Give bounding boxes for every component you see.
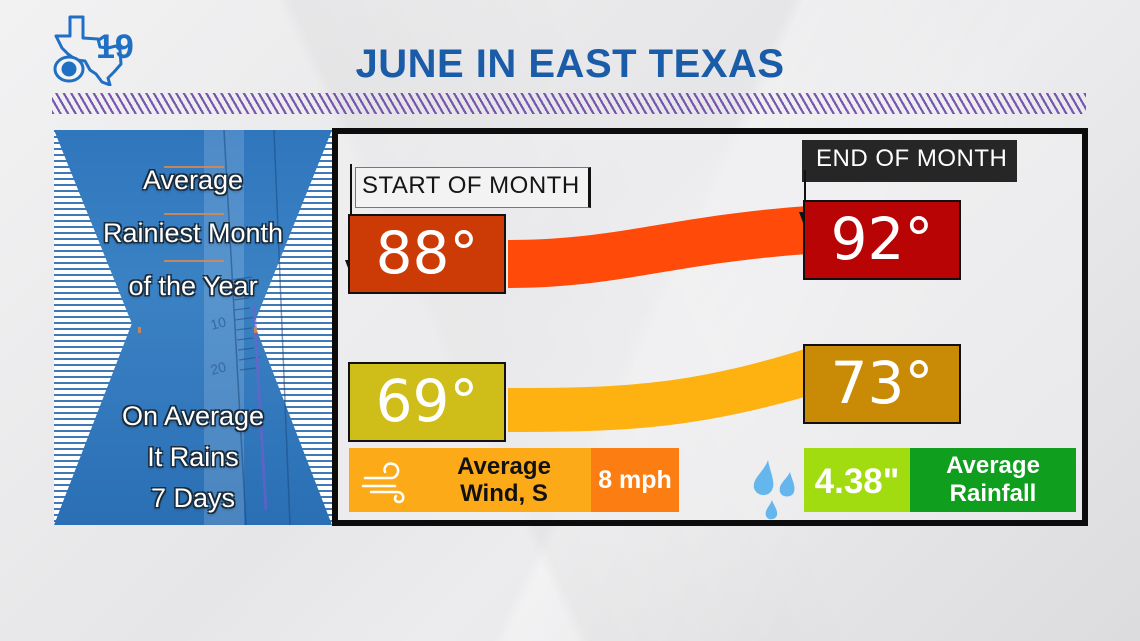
title-stripe-divider — [52, 93, 1086, 114]
raindrops-icon — [753, 460, 795, 520]
decor-tick — [254, 327, 257, 333]
rainiest-month-text: Average Rainiest Month of the Year — [102, 165, 284, 301]
end-of-month-label: END OF MONTH — [802, 140, 1018, 182]
decor-tick — [164, 166, 224, 168]
low-temp-ribbon — [508, 348, 808, 432]
end-low-temp: 73° — [803, 344, 961, 424]
wind-speed-value: 8 mph — [591, 448, 679, 512]
start-low-temp: 69° — [348, 362, 506, 442]
wind-label: Average Wind, S — [457, 453, 551, 507]
end-high-temp: 92° — [803, 200, 961, 280]
high-temp-ribbon — [508, 206, 808, 288]
thermometer-icon: 10 20 — [209, 130, 291, 525]
channel-number: 19 — [96, 28, 134, 66]
decor-tick — [164, 260, 224, 262]
svg-text:20: 20 — [209, 358, 228, 378]
rainfall-value: 4.38" — [804, 448, 910, 512]
temperature-panel: START OF MONTH END OF MONTH 88° 92° 69° … — [332, 128, 1088, 526]
temperature-trend-ribbons — [508, 206, 808, 432]
rainfall-label: Average Rainfall — [910, 448, 1076, 512]
start-of-month-label: START OF MONTH — [355, 167, 591, 208]
start-high-temp: 88° — [348, 214, 506, 294]
average-wind-bar: Average Wind, S 8 mph — [349, 448, 679, 512]
page-title: JUNE IN EAST TEXAS — [355, 42, 785, 86]
station-logo-icon: 19 — [53, 15, 134, 86]
wind-icon — [361, 462, 405, 504]
svg-text:10: 10 — [209, 313, 228, 333]
average-rainfall-bar: 4.38" Average Rainfall — [746, 448, 1076, 520]
rain-days-text: On Average It Rains 7 Days — [121, 401, 265, 513]
decor-tick — [164, 213, 224, 215]
end-arrow-line — [804, 170, 806, 220]
decor-tick — [138, 327, 141, 333]
rainfall-info-panel: 10 20 Average Rainiest Month of the Year… — [54, 130, 332, 525]
